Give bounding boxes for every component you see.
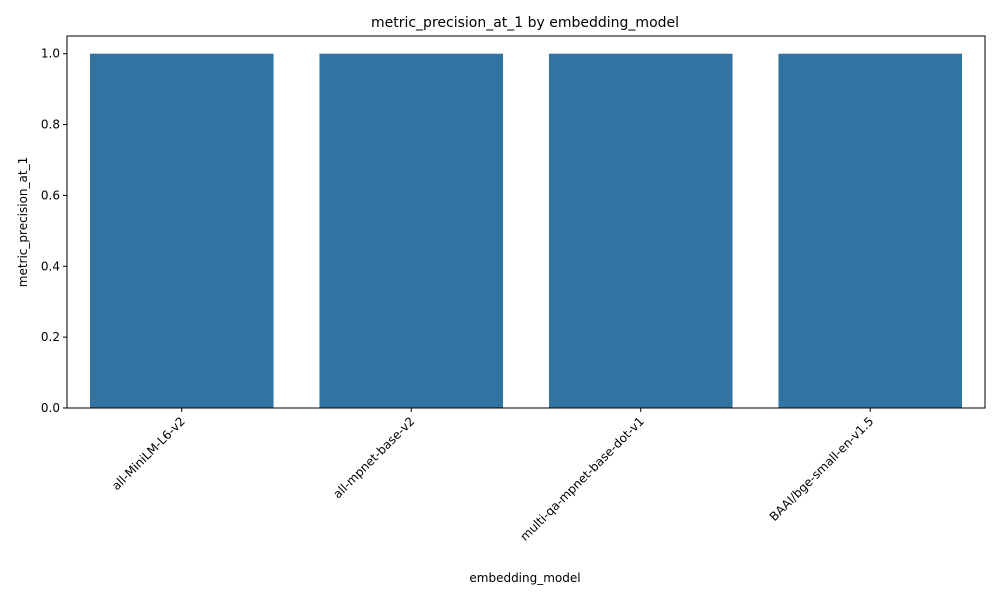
bar <box>89 53 274 409</box>
axes-frame <box>66 35 986 409</box>
y-tick-label: 0.4 <box>41 259 60 273</box>
plot-area: 0.0 0.2 0.4 0.6 0.8 1.0 all-MiniLM-L6-v2 all-mp… <box>41 35 986 544</box>
bar <box>778 53 963 409</box>
bar <box>548 53 733 409</box>
x-tick-label: all-mpnet-base-v2 <box>330 414 417 501</box>
y-tick-label: 1.0 <box>41 47 60 61</box>
y-tick-label: 0.0 <box>41 401 60 415</box>
y-axis-label: metric_precision_at_1 <box>16 157 30 287</box>
y-tick-label: 0.8 <box>41 118 60 132</box>
y-tick-label: 0.6 <box>41 188 60 202</box>
chart-title: metric_precision_at_1 by embedding_model <box>371 15 679 31</box>
bar <box>319 53 504 409</box>
y-tick-label: 0.2 <box>41 330 60 344</box>
x-tick-label: multi-qa-mpnet-base-dot-v1 <box>517 414 646 543</box>
x-tick-label: BAAI/bge-small-en-v1.5 <box>767 414 877 524</box>
x-tick-label: all-MiniLM-L6-v2 <box>109 414 188 493</box>
x-axis-label: embedding_model <box>469 571 580 585</box>
